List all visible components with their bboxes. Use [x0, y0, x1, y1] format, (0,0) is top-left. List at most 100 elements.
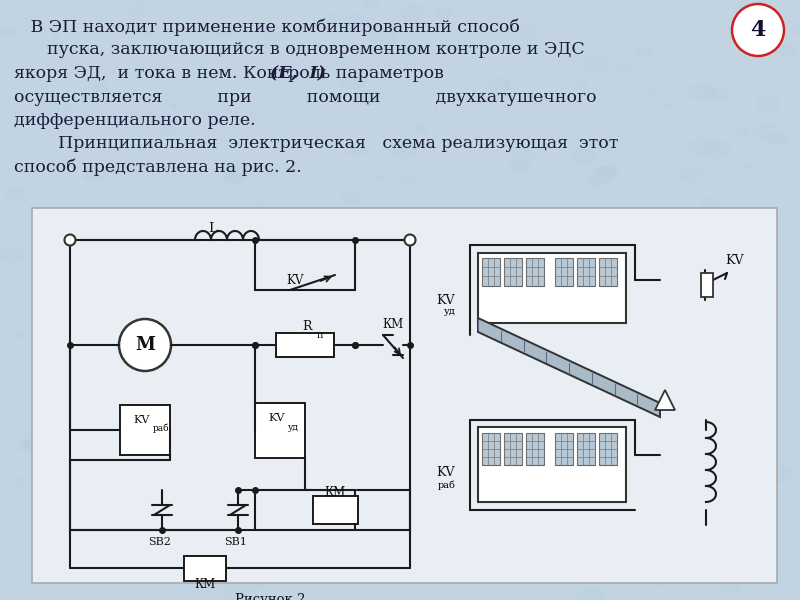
- Ellipse shape: [771, 217, 797, 234]
- Ellipse shape: [645, 89, 658, 98]
- Bar: [482, 258, 500, 286]
- Ellipse shape: [272, 501, 291, 514]
- Ellipse shape: [159, 490, 186, 508]
- Ellipse shape: [102, 548, 122, 561]
- Text: R: R: [302, 320, 312, 334]
- Text: осуществляется          при          помощи          двухкатушечного: осуществляется при помощи двухкатушечног…: [14, 88, 597, 106]
- Bar: [504, 258, 522, 286]
- Ellipse shape: [342, 192, 360, 204]
- Bar: [526, 433, 544, 465]
- Ellipse shape: [570, 147, 597, 164]
- Ellipse shape: [170, 104, 178, 109]
- Ellipse shape: [656, 391, 670, 400]
- Text: SB2: SB2: [149, 537, 171, 547]
- Ellipse shape: [157, 431, 178, 446]
- Ellipse shape: [688, 83, 715, 101]
- Polygon shape: [478, 318, 660, 417]
- Bar: [184, 556, 226, 581]
- Bar: [599, 258, 617, 286]
- Ellipse shape: [3, 187, 26, 202]
- Ellipse shape: [439, 398, 461, 413]
- Ellipse shape: [81, 456, 107, 473]
- Ellipse shape: [46, 410, 59, 419]
- Ellipse shape: [467, 518, 493, 535]
- Ellipse shape: [358, 90, 380, 105]
- Ellipse shape: [248, 202, 269, 215]
- Ellipse shape: [371, 173, 384, 182]
- Ellipse shape: [557, 502, 564, 507]
- Ellipse shape: [680, 268, 690, 275]
- Ellipse shape: [595, 140, 604, 146]
- Ellipse shape: [734, 467, 751, 478]
- Ellipse shape: [269, 271, 277, 276]
- Text: Рисунок 2: Рисунок 2: [234, 593, 306, 600]
- Ellipse shape: [504, 80, 520, 91]
- Ellipse shape: [494, 237, 505, 244]
- Ellipse shape: [679, 167, 703, 182]
- Ellipse shape: [486, 217, 507, 230]
- Ellipse shape: [775, 43, 797, 58]
- Text: пуска, заключающийся в одновременном контроле и ЭДС: пуска, заключающийся в одновременном кон…: [14, 41, 585, 58]
- Ellipse shape: [574, 79, 588, 88]
- Ellipse shape: [587, 123, 598, 130]
- Ellipse shape: [388, 140, 417, 159]
- Ellipse shape: [378, 549, 393, 559]
- Ellipse shape: [267, 505, 286, 518]
- Ellipse shape: [292, 396, 306, 406]
- Ellipse shape: [576, 587, 605, 600]
- Ellipse shape: [370, 28, 397, 46]
- Ellipse shape: [221, 583, 250, 600]
- Ellipse shape: [702, 141, 730, 160]
- Ellipse shape: [206, 382, 234, 401]
- Ellipse shape: [0, 28, 15, 38]
- Ellipse shape: [540, 260, 558, 273]
- Ellipse shape: [222, 317, 233, 325]
- Ellipse shape: [546, 533, 561, 542]
- Ellipse shape: [498, 213, 517, 226]
- Text: якоря ЭД,  и тока в нем. Контроль параметров: якоря ЭД, и тока в нем. Контроль парамет…: [14, 65, 450, 82]
- Ellipse shape: [719, 577, 743, 593]
- Ellipse shape: [402, 173, 415, 182]
- Ellipse shape: [166, 464, 186, 477]
- Circle shape: [405, 235, 415, 245]
- Ellipse shape: [363, 484, 378, 493]
- Bar: [577, 258, 595, 286]
- Circle shape: [65, 235, 75, 245]
- Ellipse shape: [342, 217, 362, 230]
- Text: способ представлена на рис. 2.: способ представлена на рис. 2.: [14, 159, 302, 176]
- Ellipse shape: [137, 145, 144, 149]
- Ellipse shape: [377, 244, 403, 262]
- Ellipse shape: [569, 278, 590, 292]
- Ellipse shape: [714, 502, 730, 512]
- Text: уд: уд: [288, 424, 299, 433]
- Ellipse shape: [194, 139, 207, 147]
- Ellipse shape: [434, 7, 452, 19]
- Ellipse shape: [138, 22, 160, 37]
- Ellipse shape: [218, 410, 235, 421]
- Bar: [577, 433, 595, 465]
- Ellipse shape: [558, 238, 586, 257]
- Ellipse shape: [713, 332, 719, 337]
- Ellipse shape: [434, 421, 447, 429]
- Ellipse shape: [88, 242, 113, 258]
- Ellipse shape: [22, 442, 42, 455]
- Ellipse shape: [677, 323, 685, 329]
- Ellipse shape: [766, 131, 789, 146]
- Bar: [32, 208, 777, 583]
- Ellipse shape: [642, 458, 650, 463]
- Ellipse shape: [354, 414, 384, 434]
- Ellipse shape: [765, 466, 792, 484]
- Ellipse shape: [455, 412, 470, 422]
- Ellipse shape: [579, 280, 598, 292]
- Ellipse shape: [515, 330, 530, 340]
- Ellipse shape: [134, 495, 142, 499]
- Ellipse shape: [212, 22, 235, 38]
- Ellipse shape: [142, 427, 166, 443]
- Ellipse shape: [22, 430, 50, 449]
- Bar: [276, 333, 334, 357]
- Ellipse shape: [598, 388, 622, 404]
- Ellipse shape: [772, 217, 782, 224]
- Ellipse shape: [587, 167, 616, 185]
- Ellipse shape: [651, 340, 662, 347]
- Ellipse shape: [98, 328, 109, 335]
